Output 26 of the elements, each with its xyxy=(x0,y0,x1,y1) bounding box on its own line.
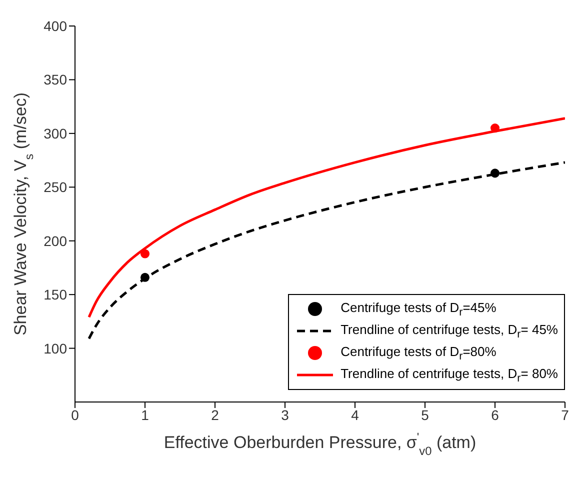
x-tick-label: 3 xyxy=(281,406,290,423)
y-tick-label: 300 xyxy=(44,125,68,142)
x-tick-label: 5 xyxy=(421,406,430,423)
x-axis-title: Effective Oberburden Pressure, σ$^{'}$$_{v0}$ (atm) xyxy=(164,430,476,458)
y-tick-label: 100 xyxy=(44,340,68,356)
line-series xyxy=(88,161,565,340)
x-tick-label: 0 xyxy=(71,406,80,423)
point xyxy=(490,124,500,133)
y-tick-label: 250 xyxy=(44,179,68,196)
point xyxy=(140,272,150,282)
point xyxy=(490,168,500,178)
legend-label: Trendline of centrifuge tests, D$_{r}$= 80% xyxy=(340,366,558,384)
legend-label: Centrifuge tests of D$_{r}$=80% xyxy=(340,344,496,362)
line-series xyxy=(88,117,565,318)
x-tick-label: 7 xyxy=(561,406,570,423)
y-tick-label: 400 xyxy=(44,18,68,34)
y-tick-label: 200 xyxy=(44,232,68,249)
x-tick-label: 1 xyxy=(141,406,150,423)
point xyxy=(140,249,150,258)
legend-label: Trendline of centrifuge tests, D$_{r}$= 45% xyxy=(340,322,558,340)
y-tick-label: 350 xyxy=(44,72,68,88)
x-tick-label: 6 xyxy=(491,406,500,423)
x-tick-label: 4 xyxy=(351,406,360,423)
legend-label: Centrifuge tests of D$_{r}$=45% xyxy=(340,300,496,318)
x-tick-label: 2 xyxy=(211,406,220,423)
y-tick-label: 150 xyxy=(44,286,68,303)
